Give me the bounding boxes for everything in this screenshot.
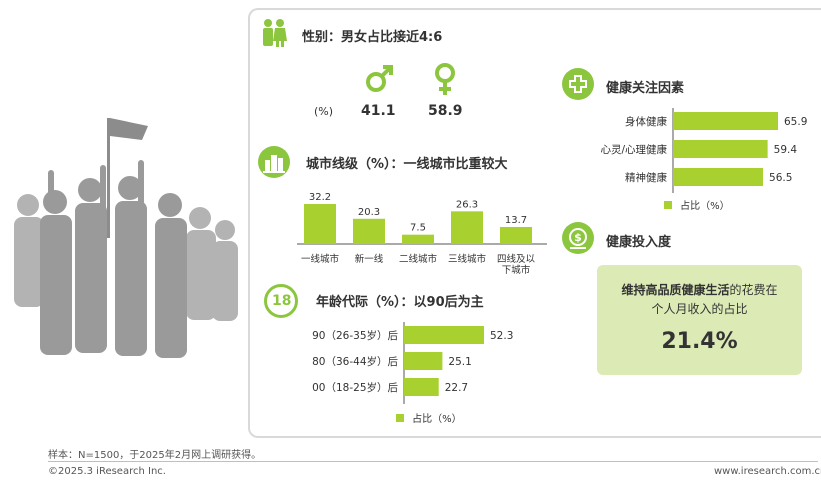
health-category-label: 心灵/心理健康 bbox=[600, 143, 667, 156]
people-icon bbox=[258, 17, 290, 49]
city-value-label: 20.3 bbox=[358, 207, 380, 218]
invest-value: 21.4% bbox=[661, 329, 738, 354]
age-bar bbox=[404, 352, 443, 370]
invest-desc-line1: 维持高品质健康生活的花费在 bbox=[597, 281, 802, 298]
copyright: ©2025.3 iResearch Inc. bbox=[48, 466, 166, 477]
invest-highlight-box: 维持高品质健康生活的花费在 个人月收入的占比 21.4% bbox=[597, 265, 802, 375]
age-bar bbox=[404, 378, 439, 396]
health-legend-label: 占比（%） bbox=[680, 201, 730, 212]
city-bar bbox=[353, 218, 385, 244]
city-bar bbox=[451, 211, 483, 244]
age-legend-label: 占比（%） bbox=[412, 414, 462, 425]
city-bar bbox=[500, 226, 532, 244]
legend-swatch bbox=[664, 201, 672, 209]
health-bar bbox=[673, 140, 768, 158]
health-value-label: 56.5 bbox=[769, 172, 792, 184]
dollar-icon: $ bbox=[562, 222, 594, 254]
gender-title: 性别：男女占比接近4:6 bbox=[302, 30, 443, 45]
invest-desc-line2: 个人月收入的占比 bbox=[651, 302, 748, 316]
svg-text:$: $ bbox=[574, 231, 582, 244]
city-category-label: 下城市 bbox=[502, 264, 531, 276]
male-symbol-icon bbox=[366, 65, 393, 92]
health-bar bbox=[673, 112, 778, 130]
city-value-label: 13.7 bbox=[505, 215, 527, 226]
city-category-label: 一线城市 bbox=[301, 253, 340, 265]
age-legend: 占比（%） bbox=[396, 407, 462, 426]
legend-swatch bbox=[396, 414, 404, 422]
invest-desc-rest: 的花费在 bbox=[729, 283, 778, 297]
female-value: 58.9 bbox=[428, 103, 463, 119]
health-value-label: 59.4 bbox=[774, 144, 798, 156]
age-value-label: 52.3 bbox=[490, 330, 513, 342]
health-title: 健康关注因素 bbox=[606, 81, 685, 96]
health-category-label: 身体健康 bbox=[625, 115, 667, 128]
age-value-label: 25.1 bbox=[448, 356, 471, 368]
age-value-label: 22.7 bbox=[445, 382, 468, 394]
city-category-label: 新一线 bbox=[355, 253, 384, 265]
age-category-label: 00（18-25岁）后 bbox=[312, 381, 398, 394]
city-bar bbox=[402, 234, 434, 244]
city-bar bbox=[304, 204, 336, 244]
city-value-label: 32.2 bbox=[309, 192, 331, 203]
city-category-label: 四线及以 bbox=[497, 253, 536, 265]
age-category-label: 80（36-44岁）后 bbox=[312, 355, 398, 368]
city-title: 城市线级（%）：一线城市比重较大 bbox=[306, 157, 508, 172]
health-category-label: 精神健康 bbox=[625, 171, 667, 184]
health-focus-bar-chart: 身体健康 65.9 心灵/心理健康 59.4 精神健康 56.5 bbox=[600, 108, 807, 193]
city-tier-bar-chart: 32.2 一线城市 20.3 新一线 7.5 二线城市 26.3 三线城市 13.7 四线及以下城… bbox=[297, 192, 547, 276]
health-bar bbox=[673, 168, 764, 186]
city-icon bbox=[258, 146, 290, 178]
gender-unit: (%) bbox=[314, 105, 334, 118]
age-18-icon: 18 bbox=[264, 284, 298, 318]
health-cross-icon bbox=[562, 68, 594, 100]
health-value-label: 65.9 bbox=[784, 116, 807, 128]
health-legend: 占比（%） bbox=[664, 194, 730, 213]
invest-desc-bold: 维持高品质健康生活 bbox=[621, 283, 730, 297]
age-bar bbox=[404, 326, 484, 344]
city-value-label: 7.5 bbox=[410, 223, 426, 234]
female-symbol-icon bbox=[435, 63, 455, 95]
invest-title: 健康投入度 bbox=[606, 235, 672, 250]
city-value-label: 26.3 bbox=[456, 199, 478, 210]
age-title: 年龄代际（%）：以90后为主 bbox=[316, 295, 484, 310]
website: www.iresearch.com.cn bbox=[714, 466, 821, 477]
age-generation-bar-chart: 90（26-35岁）后 52.3 80（36-44岁）后 25.1 00（18-25岁）… bbox=[312, 322, 513, 404]
male-value: 41.1 bbox=[361, 103, 396, 119]
city-category-label: 三线城市 bbox=[448, 253, 487, 265]
crowd-silhouette-illustration bbox=[14, 118, 238, 358]
city-category-label: 二线城市 bbox=[399, 253, 438, 265]
age-category-label: 90（26-35岁）后 bbox=[312, 329, 398, 342]
footer-divider bbox=[48, 461, 818, 462]
sample-note: 样本：N=1500，于2025年2月网上调研获得。 bbox=[48, 450, 262, 461]
